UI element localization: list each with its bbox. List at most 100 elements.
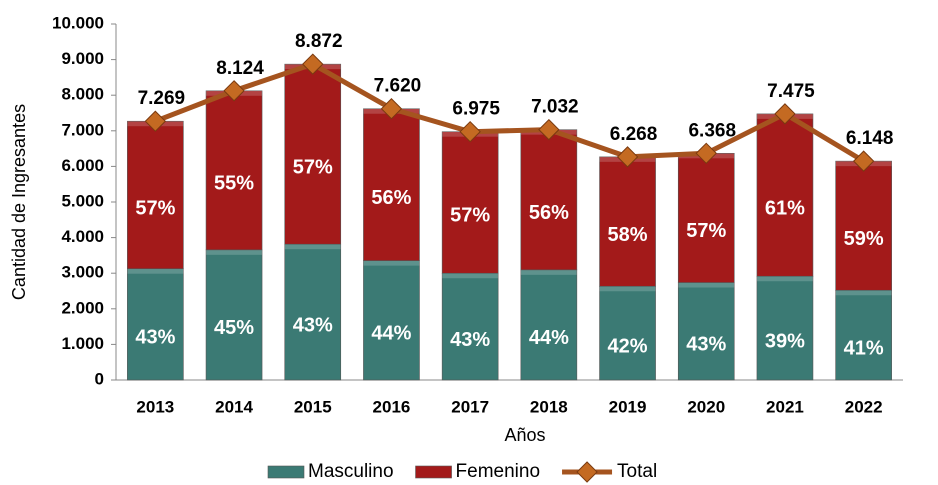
segment-label: 42% xyxy=(608,335,648,357)
bar-highlight xyxy=(756,276,813,282)
y-tick-label: 2.000 xyxy=(61,298,104,317)
x-tick-label: 2021 xyxy=(766,397,804,416)
bar-highlight xyxy=(599,286,656,292)
bar-segment xyxy=(599,156,656,287)
y-tick-label: 6.000 xyxy=(61,156,104,175)
y-tick-label: 0 xyxy=(95,369,104,388)
total-line xyxy=(154,61,865,164)
segment-label: 44% xyxy=(371,323,411,345)
legend-label: Femenino xyxy=(456,461,541,482)
bar-highlight xyxy=(442,273,499,279)
y-tick-label: 9.000 xyxy=(61,49,104,68)
x-tick-label: 2017 xyxy=(451,397,489,416)
y-tick-label: 3.000 xyxy=(61,263,104,282)
total-marker xyxy=(223,80,245,102)
total-label: 7.269 xyxy=(138,88,186,109)
segment-label: 55% xyxy=(214,173,254,195)
legend-swatch xyxy=(415,465,452,479)
segment-label: 57% xyxy=(293,156,333,178)
x-axis-title: Años xyxy=(504,425,545,445)
segment-label: 57% xyxy=(135,197,175,219)
total-label: 6.268 xyxy=(610,124,658,145)
total-marker xyxy=(144,110,167,132)
bar-segment xyxy=(363,260,420,381)
bar-segment xyxy=(835,160,892,291)
total-label: 7.032 xyxy=(531,97,579,118)
x-tick-label: 2018 xyxy=(530,397,568,416)
segment-label: 56% xyxy=(371,187,411,209)
segment-label: 61% xyxy=(765,197,805,219)
segment-label: 41% xyxy=(844,337,884,359)
bar-segment xyxy=(756,275,814,381)
x-tick-label: 2020 xyxy=(687,397,725,416)
x-tick-label: 2016 xyxy=(373,397,411,416)
y-tick-label: 8.000 xyxy=(61,85,104,104)
bar-highlight xyxy=(678,282,735,288)
legend-label: Total xyxy=(617,461,657,482)
y-axis-title: Cantidad de Ingresantes xyxy=(9,104,29,300)
total-label: 8.872 xyxy=(295,31,343,52)
bar-segment xyxy=(284,63,342,245)
total-label: 7.475 xyxy=(767,81,815,102)
y-tick-label: 4.000 xyxy=(61,227,104,246)
segment-label: 56% xyxy=(529,202,569,224)
total-marker xyxy=(380,98,403,120)
y-tick-label: 10.000 xyxy=(52,13,104,32)
segment-label: 39% xyxy=(765,330,805,352)
x-tick-label: 2022 xyxy=(845,397,883,416)
segment-label: 57% xyxy=(450,205,490,227)
total-marker xyxy=(695,142,717,165)
bar-highlight xyxy=(520,269,577,275)
bar-segment xyxy=(127,120,184,270)
y-tick-label: 7.000 xyxy=(61,120,104,139)
segment-label: 43% xyxy=(135,327,175,349)
total-marker xyxy=(852,150,875,172)
bar-highlight xyxy=(284,244,341,250)
total-marker xyxy=(459,120,481,143)
bar-segment xyxy=(441,272,499,381)
bar-segment xyxy=(520,129,578,271)
total-label: 6.368 xyxy=(688,120,736,141)
bar-segment xyxy=(599,285,656,381)
x-tick-label: 2014 xyxy=(215,397,253,416)
bar-segment xyxy=(677,282,735,381)
x-tick-label: 2013 xyxy=(136,397,174,416)
bar-segment xyxy=(127,268,184,381)
total-label: 6.148 xyxy=(846,128,894,149)
segment-label: 44% xyxy=(529,327,569,349)
bar-segment xyxy=(756,113,814,277)
segment-label: 43% xyxy=(686,334,726,356)
bar-highlight xyxy=(127,268,184,274)
bar-highlight xyxy=(363,260,420,266)
y-tick-label: 1.000 xyxy=(61,334,104,353)
bar-segment xyxy=(205,90,263,251)
x-tick-label: 2019 xyxy=(609,397,647,416)
bar-segment xyxy=(363,108,420,261)
legend-label: Masculino xyxy=(308,461,394,482)
total-marker xyxy=(616,146,639,168)
bar-highlight xyxy=(206,249,263,255)
segment-label: 59% xyxy=(844,228,884,250)
total-label: 7.620 xyxy=(374,76,422,97)
segment-label: 43% xyxy=(450,329,490,351)
bar-segment xyxy=(835,289,892,381)
bar-segment xyxy=(677,152,735,283)
segment-label: 45% xyxy=(214,317,254,339)
total-marker xyxy=(774,103,796,125)
total-marker xyxy=(538,118,560,141)
bar-highlight xyxy=(835,290,892,296)
segment-label: 58% xyxy=(608,224,648,246)
total-label: 6.975 xyxy=(452,99,500,120)
bar-segment xyxy=(441,131,499,274)
bar-segment xyxy=(284,243,342,381)
bar-segment xyxy=(205,249,263,381)
segment-label: 43% xyxy=(293,314,333,336)
total-label: 8.124 xyxy=(216,58,264,79)
total-marker xyxy=(302,53,324,75)
bar-segment xyxy=(520,269,578,381)
legend-marker xyxy=(576,461,598,483)
legend-swatch xyxy=(267,465,305,479)
segment-label: 57% xyxy=(686,220,726,242)
x-tick-label: 2015 xyxy=(294,397,332,416)
